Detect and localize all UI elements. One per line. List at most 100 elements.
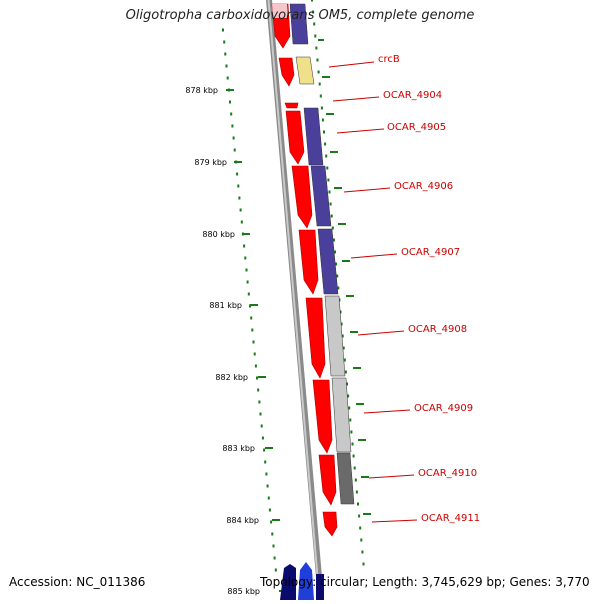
outer-dotted-track-dot [331,226,334,230]
inner-dotted-track-dot [236,172,239,176]
outer-dotted-track-dot [334,250,336,254]
gene-label-ocar-4908[interactable]: OCAR_4908 [408,324,467,335]
inner-dotted-track-dot [272,544,275,548]
inner-dotted-track-dot [256,376,258,380]
inner-dotted-track-dot [225,64,228,68]
gene-block[interactable] [336,452,355,505]
inner-dotted-track-dot [259,412,262,416]
ruler-label: 878 kbp [185,86,218,95]
gene-arrow-ocar-4910[interactable] [318,454,337,506]
ruler-label: 883 kbp [222,444,255,453]
outer-dotted-track-dot [317,70,320,74]
gene-label-ocar-4905[interactable]: OCAR_4905 [387,122,446,133]
gene-block[interactable] [310,165,332,227]
inner-dotted-track-dot [260,424,263,428]
inner-dotted-track-dot [230,112,233,116]
outer-dotted-track-dot [324,142,327,146]
outer-dotted-track-dot [358,514,361,518]
gene-arrow-crcb[interactable] [278,57,295,87]
ruler-label: 884 kbp [226,516,259,525]
inner-dotted-track-dot [270,520,273,524]
outer-dotted-track-dot [311,0,313,2]
dotted-tracks [222,0,365,572]
outer-dotted-track-dot [315,46,318,50]
inner-dotted-track-dot [264,460,267,464]
gene-label-ocar-4906[interactable]: OCAR_4906 [394,181,453,192]
gene-arrow-ocar-4906[interactable] [291,165,313,229]
gene-block[interactable] [317,228,339,295]
outer-dotted-track-dot [316,58,319,62]
gene-block[interactable] [295,56,315,85]
gene-arrow-partial[interactable] [298,562,314,600]
leader-line [357,330,405,336]
inner-dotted-track-dot [258,400,261,404]
inner-dotted-track-dot [237,184,240,188]
backbone-highlight [267,0,321,600]
outer-dotted-track-dot [332,238,335,242]
leader-line [363,409,411,414]
outer-dotted-track-dot [343,358,346,362]
inner-dotted-track-dot [267,496,270,500]
leader-line [350,253,398,259]
inner-dotted-track-dot [247,292,250,296]
inner-dotted-track-dot [261,436,264,440]
leader-line [371,519,418,523]
gene-block[interactable] [289,3,309,45]
topology-text: Topology: circular; Length: 3,745,629 bp… [260,575,590,589]
ruler-label: 879 kbp [194,158,227,167]
inner-dotted-track-dot [239,208,242,212]
outer-dotted-track-dot [357,502,359,506]
outer-dotted-track-dot [323,130,325,134]
outer-dotted-track-dot [336,274,339,278]
gene-label-ocar-4904[interactable]: OCAR_4904 [383,90,442,101]
inner-dotted-track-dot [232,136,235,140]
gene-arrow-ocar-4905[interactable] [285,110,305,165]
gene-arrow-ocar-4908[interactable] [305,297,326,379]
gene-arrow-ocar-4904[interactable] [284,102,299,109]
gene-label-ocar-4909[interactable]: OCAR_4909 [414,403,473,414]
ruler-labels: 878 kbp 879 kbp 880 kbp 881 kbp 882 kbp … [185,86,260,596]
inner-dotted-track-dot [268,508,271,512]
inner-dotted-track-dot [274,568,277,572]
outer-dotted-track-dot [362,562,365,566]
leader-line [336,128,385,134]
inner-dotted-track-dot [243,244,246,248]
inner-dotted-track-dot [240,220,243,224]
genome-backbone [266,0,324,600]
gene-block[interactable] [324,295,346,377]
outer-track-ticks [318,39,371,515]
outer-dotted-track-dot [340,322,343,326]
outer-dotted-track-dot [326,166,329,170]
bottom-partial-genes [280,562,324,600]
outer-dotted-track-dot [319,94,322,98]
gene-arrow-ocar-4909[interactable] [312,379,333,454]
gene-arrow-partial[interactable] [280,564,296,600]
ruler-label: 880 kbp [202,230,235,239]
gene-arrow-ocar-4907[interactable] [298,229,319,295]
gene-block-pink[interactable] [272,4,288,18]
outer-dotted-track-dot [353,466,356,470]
outer-dotted-track-dot [359,526,362,530]
gene-arrow-ocar-4911[interactable] [322,511,338,537]
gene-block-partial[interactable] [316,574,324,600]
inner-dotted-track-dot [253,352,256,356]
gene-block[interactable] [331,377,352,453]
inner-dotted-track-dot [246,280,249,284]
inner-dotted-track-dot [273,556,276,560]
outer-dotted-track-dot [327,178,330,182]
gene-block[interactable] [303,107,324,166]
inner-dotted-track-dot [238,196,241,200]
gene-label-crcb[interactable]: crcB [378,54,400,65]
map-title: Oligotropha carboxidovorans OM5, complet… [125,8,475,23]
outer-dotted-track-dot [341,334,344,338]
inner-dotted-track-dot [257,388,260,392]
gene-label-ocar-4910[interactable]: OCAR_4910 [418,468,477,479]
gene-label-ocar-4907[interactable]: OCAR_4907 [401,247,460,258]
outer-dotted-track-dot [352,454,355,458]
inner-dotted-track-dot [250,316,253,320]
leader-line [343,187,391,193]
gene-label-ocar-4911[interactable]: OCAR_4911 [421,513,480,524]
outer-dotted-track-dot [348,406,351,410]
